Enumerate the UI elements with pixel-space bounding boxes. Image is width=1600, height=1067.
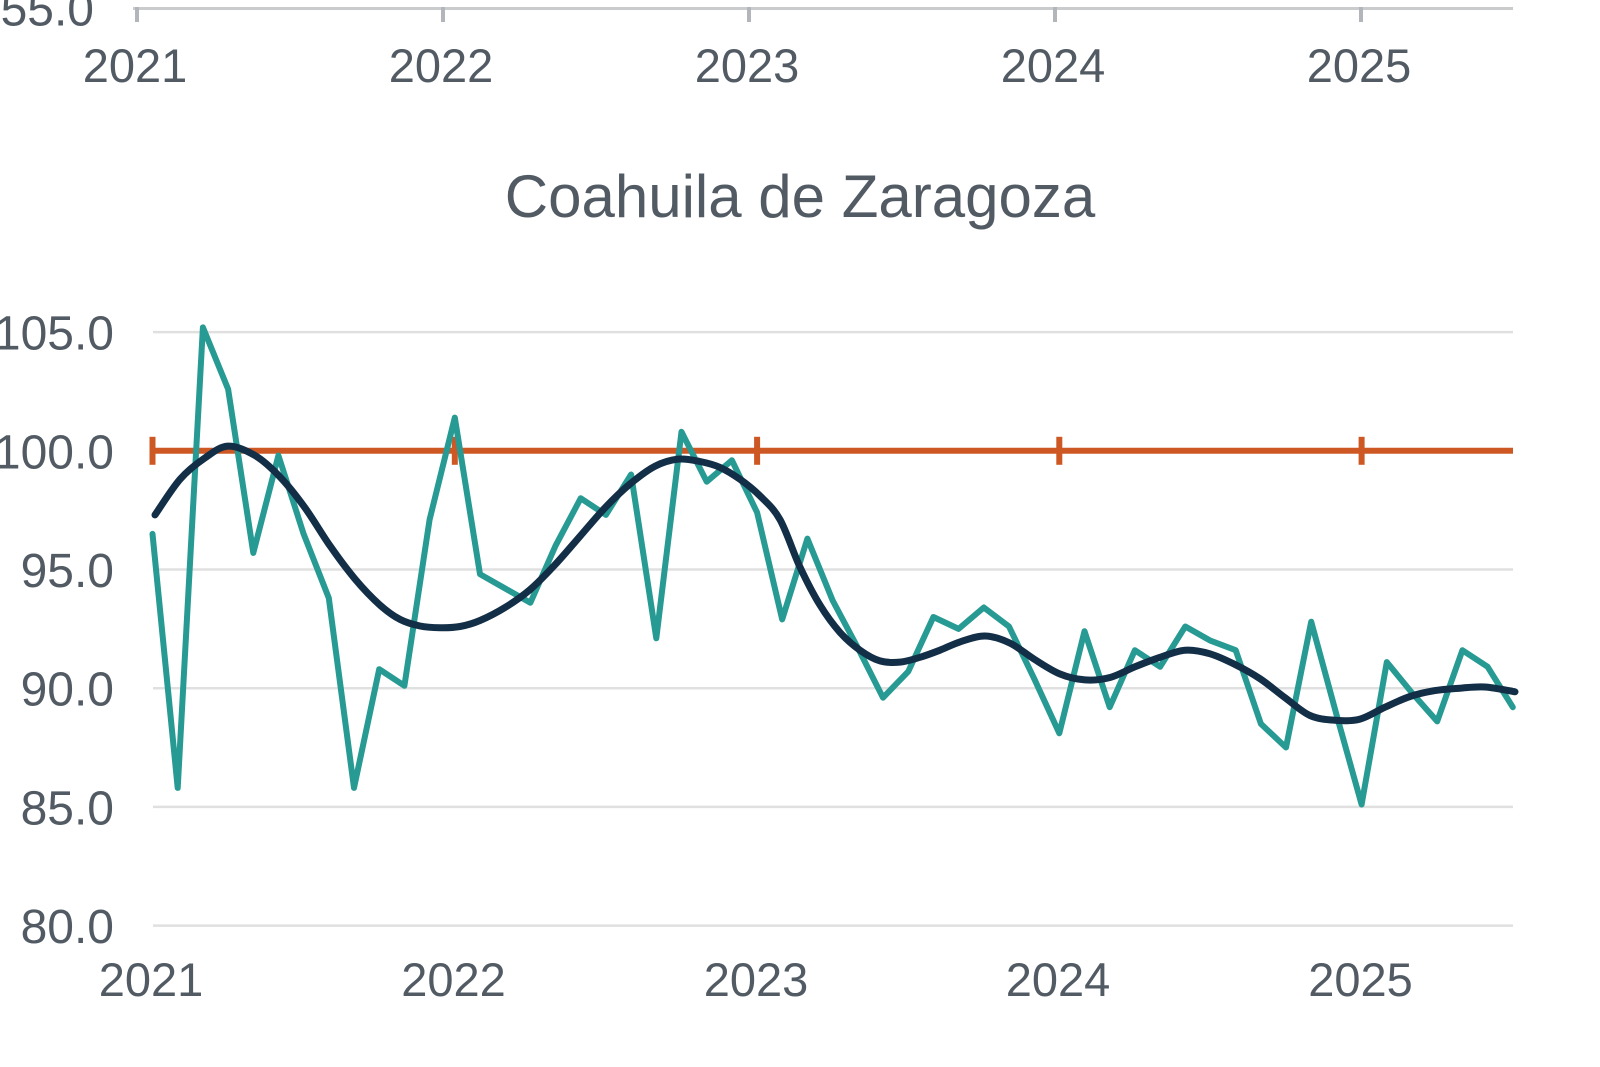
svg-text:105.0: 105.0 xyxy=(0,308,114,361)
svg-text:2024: 2024 xyxy=(1006,953,1111,1006)
svg-text:100.0: 100.0 xyxy=(0,426,114,479)
svg-text:2023: 2023 xyxy=(695,39,800,92)
svg-text:2021: 2021 xyxy=(83,39,188,92)
svg-text:85.0: 85.0 xyxy=(21,782,114,835)
svg-text:2025: 2025 xyxy=(1307,39,1412,92)
svg-text:2022: 2022 xyxy=(401,953,506,1006)
svg-text:2021: 2021 xyxy=(99,953,204,1006)
svg-text:2024: 2024 xyxy=(1001,39,1106,92)
svg-text:2022: 2022 xyxy=(389,39,494,92)
svg-text:Coahuila de Zaragoza: Coahuila de Zaragoza xyxy=(505,163,1096,230)
svg-text:55.0: 55.0 xyxy=(1,0,94,37)
svg-text:2023: 2023 xyxy=(704,953,809,1006)
svg-text:90.0: 90.0 xyxy=(21,664,114,717)
svg-text:95.0: 95.0 xyxy=(21,545,114,598)
svg-text:2025: 2025 xyxy=(1308,953,1413,1006)
svg-text:80.0: 80.0 xyxy=(21,901,114,954)
